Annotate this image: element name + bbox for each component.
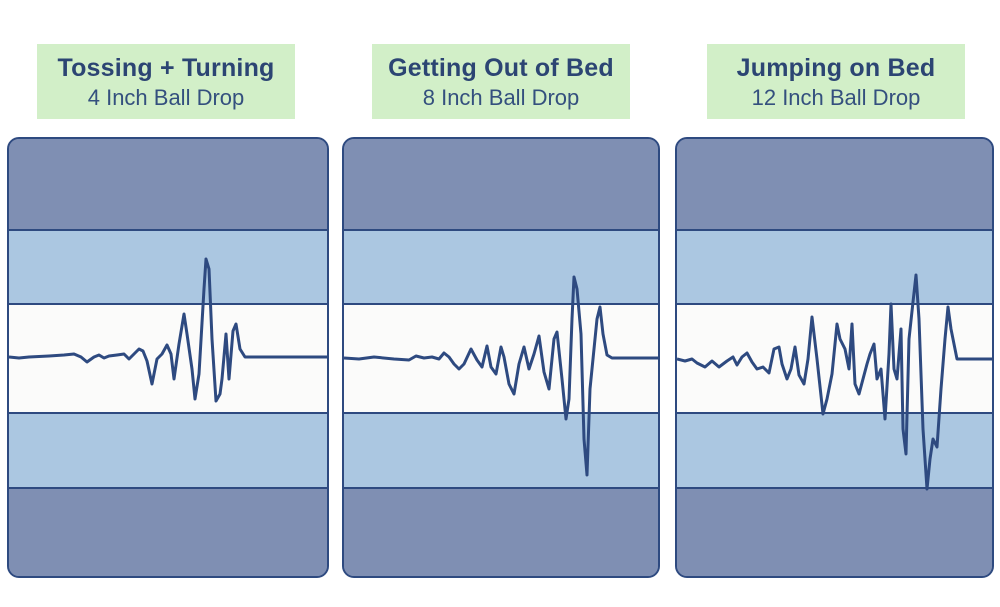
panel-subtitle: 4 Inch Ball Drop xyxy=(87,84,245,110)
panel-subtitle: 12 Inch Ball Drop xyxy=(751,84,921,110)
band-lower-light xyxy=(344,412,658,488)
waveform-panel-jumping-on-bed xyxy=(675,137,994,578)
label-tossing-turning: Tossing + Turning 4 Inch Ball Drop xyxy=(37,44,295,119)
band-bottom-dark xyxy=(677,487,992,576)
band-upper-light xyxy=(677,229,992,304)
waveform-line xyxy=(344,275,658,477)
panel-title: Tossing + Turning xyxy=(57,53,275,82)
band-top-dark xyxy=(344,139,658,231)
panel-title: Getting Out of Bed xyxy=(388,53,614,82)
waveform-panel-getting-out-of-bed xyxy=(342,137,660,578)
band-lower-light xyxy=(9,412,327,488)
label-getting-out-of-bed: Getting Out of Bed 8 Inch Ball Drop xyxy=(372,44,630,119)
band-bottom-dark xyxy=(9,487,327,576)
panel-title: Jumping on Bed xyxy=(736,53,936,82)
waveform-panel-tossing-turning xyxy=(7,137,329,578)
waveform-line xyxy=(677,273,992,491)
band-bottom-dark xyxy=(344,487,658,576)
label-jumping-on-bed: Jumping on Bed 12 Inch Ball Drop xyxy=(707,44,965,119)
band-top-dark xyxy=(9,139,327,231)
panel-subtitle: 8 Inch Ball Drop xyxy=(422,84,580,110)
band-upper-light xyxy=(344,229,658,304)
band-top-dark xyxy=(677,139,992,231)
band-upper-light xyxy=(9,229,327,304)
waveform-line xyxy=(9,257,327,403)
